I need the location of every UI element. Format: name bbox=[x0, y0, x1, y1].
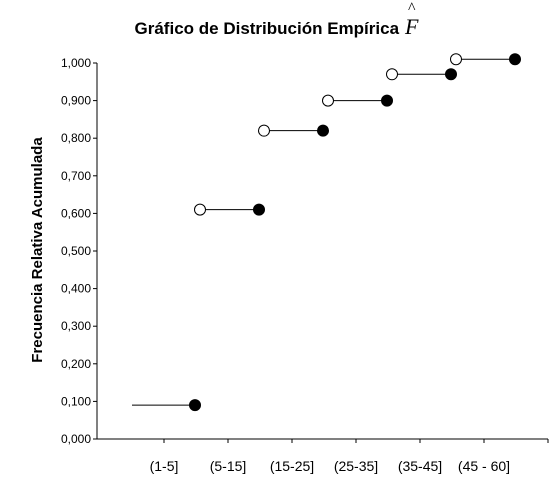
open-point bbox=[322, 94, 334, 107]
y-tick-label: 0,500 bbox=[61, 244, 91, 258]
open-point bbox=[194, 203, 206, 216]
closed-point bbox=[509, 53, 521, 66]
open-point bbox=[386, 68, 398, 81]
open-point bbox=[450, 53, 462, 66]
y-tick-label: 1,000 bbox=[61, 56, 91, 70]
hat-accent: ^ bbox=[408, 0, 416, 17]
x-category-label: (45 - 60] bbox=[458, 458, 510, 474]
closed-point bbox=[189, 399, 201, 412]
x-category-label: (35-45] bbox=[398, 458, 442, 474]
closed-point bbox=[381, 94, 393, 107]
y-tick-label: 0,600 bbox=[61, 206, 91, 220]
f-symbol: F bbox=[405, 14, 419, 39]
y-tick-label: 0,300 bbox=[61, 319, 91, 333]
y-tick-label: 0,000 bbox=[61, 432, 91, 446]
y-tick-label: 0,900 bbox=[61, 94, 91, 108]
closed-point bbox=[317, 124, 329, 137]
y-tick-label: 0,700 bbox=[61, 169, 91, 183]
closed-point bbox=[253, 203, 265, 216]
x-category-label: (25-35] bbox=[334, 458, 378, 474]
y-tick-label: 0,100 bbox=[61, 394, 91, 408]
y-tick-label: 0,800 bbox=[61, 131, 91, 145]
y-ticks: 0,000 0,100 0,200 0,300 0,400 0,500 0,600 0,700… bbox=[61, 56, 97, 446]
f-hat-symbol: ^ F bbox=[405, 0, 419, 39]
x-category-label: (1-5] bbox=[150, 458, 179, 474]
y-tick-label: 0,200 bbox=[61, 357, 91, 371]
y-tick-label: 0,400 bbox=[61, 282, 91, 296]
chart-title-text: Gráfico de Distribución Empírica bbox=[134, 19, 400, 38]
axes bbox=[96, 63, 548, 440]
chart-title: Gráfico de Distribución Empírica ^ F bbox=[0, 0, 553, 40]
closed-point bbox=[445, 68, 457, 81]
x-category-label: (5-15] bbox=[210, 458, 247, 474]
x-categories: (1-5] (5-15] (15-25] (25-35] (35-45] (45 - 60… bbox=[150, 439, 549, 474]
x-category-label: (15-25] bbox=[270, 458, 314, 474]
step-series bbox=[132, 53, 521, 412]
open-point bbox=[258, 124, 270, 137]
y-axis-label: Frecuencia Relativa Acumulada bbox=[29, 137, 46, 363]
